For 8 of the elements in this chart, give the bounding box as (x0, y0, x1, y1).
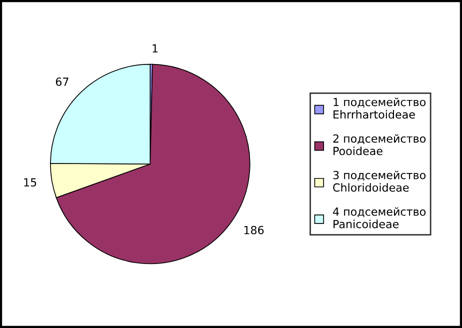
data-label: 1 (152, 44, 158, 52)
legend-label: 4 подсемейство Panicoideae (333, 207, 426, 228)
data-label: 186 (244, 226, 264, 234)
legend-label: 1 подсемейство Ehrrhartoideae (334, 98, 426, 119)
data-label: 15 (24, 178, 36, 187)
data-label: 67 (56, 78, 68, 86)
legend-label: 2 подсемейство Pooideae (333, 134, 426, 156)
legend-label: 3 подсемейство Chloridoideae (333, 170, 426, 192)
